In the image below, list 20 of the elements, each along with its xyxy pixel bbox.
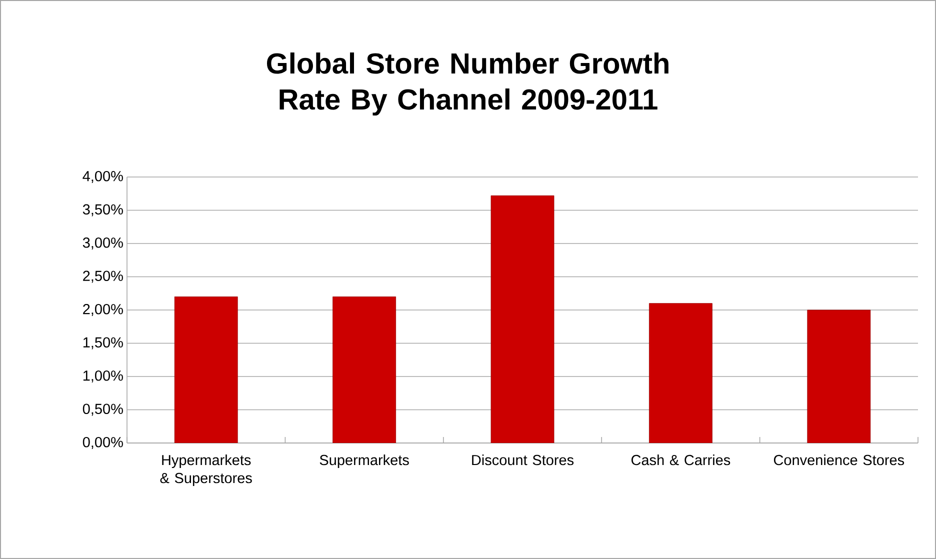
bar xyxy=(174,296,238,443)
bar xyxy=(807,310,871,443)
x-tick-label: Supermarkets xyxy=(320,454,409,468)
y-tick-label: 0,00% xyxy=(82,437,123,449)
y-tick-label: 4,00% xyxy=(82,171,123,183)
bar xyxy=(490,195,554,443)
y-tick-label: 0,50% xyxy=(82,404,123,416)
x-tick-label: Cash & Carries xyxy=(631,454,730,466)
x-tick-label: Convenience Stores xyxy=(774,454,904,466)
x-tick-label: Hypermarkets & Superstores xyxy=(160,454,252,486)
y-tick-label: 2,50% xyxy=(83,270,123,283)
bar xyxy=(649,303,712,443)
bar xyxy=(332,296,396,443)
y-tick-label: 2,00% xyxy=(83,304,123,316)
y-tick-label: 3,50% xyxy=(82,204,123,216)
x-tick-label: Discount Stores xyxy=(472,454,574,466)
y-tick-label: 3,00% xyxy=(82,238,123,250)
chart-title: Global Store Number Growth Rate By Channel 2009-2011 xyxy=(266,52,668,116)
y-tick-label: 1,00% xyxy=(83,370,123,382)
y-tick-label: 1,50% xyxy=(83,337,123,350)
